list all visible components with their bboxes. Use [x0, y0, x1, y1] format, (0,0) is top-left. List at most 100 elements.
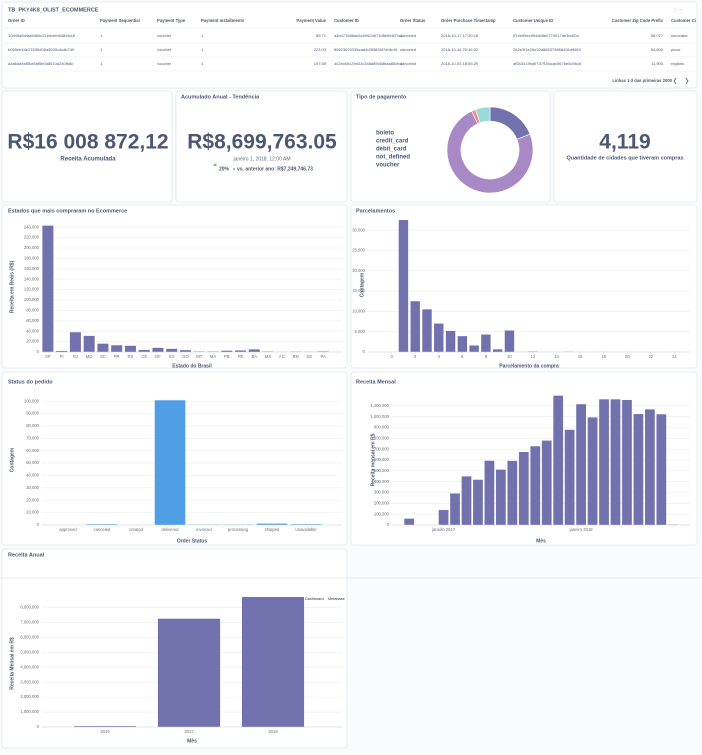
x-axis-label: Order Status	[177, 538, 208, 544]
bar	[473, 479, 483, 525]
table-cell: af543419ba973793f4cac5676e5c96cb	[513, 61, 582, 66]
y-tick-label: 20,000	[26, 339, 39, 344]
bar	[461, 476, 472, 525]
table-cell: voucher	[157, 61, 172, 66]
x-tick-label: PA	[320, 354, 325, 359]
trend-value: R$8,699,763.05	[187, 131, 337, 154]
bar	[484, 460, 495, 525]
y-tick-label: 5,000	[355, 329, 366, 334]
x-axis-label: Estado do Brasil	[172, 363, 212, 369]
y-axis-label: Contagem	[9, 447, 15, 472]
x-tick-label: RJ	[73, 354, 78, 359]
bar	[235, 350, 247, 352]
x-tick-label: PR	[114, 354, 120, 359]
table-cell: 2018-10-03 18:55:29	[441, 61, 479, 66]
table-cell: 1	[201, 61, 204, 66]
y-tick-label: 7,000,000	[20, 620, 39, 625]
x-tick-label: 4	[438, 354, 441, 359]
y-tick-label: 120,000	[24, 287, 40, 292]
bar	[241, 597, 305, 727]
kpi-card	[553, 90, 698, 203]
x-tick-label: 6	[461, 354, 464, 359]
x-tick-label: MT	[196, 354, 202, 359]
table-cell: 87eb99ec994db8b0774917de3cd01c	[513, 33, 579, 38]
y-tick-label: 900,000	[374, 425, 390, 430]
bar	[496, 469, 506, 525]
y-tick-label: 40,000	[26, 328, 39, 333]
x-tick-label: janeiro 2017	[431, 527, 456, 532]
y-axis-label: Contagem	[359, 272, 365, 297]
table-cell: 2018-10-16 20:16:02	[441, 47, 479, 52]
trend-title: Acumulado Anual - Tendência	[181, 94, 260, 100]
bar	[166, 348, 178, 352]
y-tick-label: 800,000	[374, 435, 390, 440]
x-tick-label: MS	[265, 354, 271, 359]
chart-title: Receita Anual	[8, 552, 45, 558]
y-tick-label: 300,000	[374, 490, 390, 495]
menu-dots[interactable]: ⋮ ⋯	[673, 7, 683, 12]
y-tick-label: 10,000	[26, 510, 39, 515]
bar	[457, 336, 468, 352]
y-tick-label: 0	[37, 349, 40, 354]
table-cell: 85623620335ead4d3f3826f7d9fc49	[334, 47, 398, 52]
x-axis-label: Mês	[187, 738, 197, 744]
table-cell: b059ee4de27830d05a3030c4cdb740	[8, 47, 75, 52]
bar	[317, 351, 329, 352]
bar	[469, 345, 479, 352]
bar	[111, 345, 123, 352]
table-cell: 58,077	[651, 33, 664, 38]
legend-label: not_defined	[376, 155, 410, 161]
table-cell: 1	[201, 47, 204, 52]
y-tick-label: 500,000	[374, 468, 390, 473]
chart-title: Estados que mais compraram no Ecommerce	[8, 208, 127, 214]
y-tick-label: 0	[37, 724, 40, 729]
x-tick-label: created	[129, 527, 144, 532]
y-tick-label: 140,000	[24, 276, 40, 281]
bar	[564, 429, 575, 525]
y-tick-label: 50,000	[26, 460, 39, 465]
y-axis-label: Receita Mensal em R$	[9, 637, 15, 690]
bar	[290, 524, 322, 525]
table-cell: picos	[671, 47, 680, 52]
tab[interactable]: Dashboard	[305, 597, 324, 601]
table-cell: 223.03	[314, 47, 327, 52]
y-tick-label: 200,000	[374, 500, 390, 505]
table-cell: 1	[100, 61, 103, 66]
x-tick-label: AC	[279, 354, 285, 359]
tab[interactable]: Metabase	[328, 597, 345, 601]
table-cell: 197.55	[314, 61, 327, 66]
table-cell: 1	[201, 33, 204, 38]
column-header: Payment Sequential	[100, 18, 140, 23]
bar	[404, 518, 415, 525]
table-cell: a4b471586ab6c0062d673d5e94837a1	[334, 33, 404, 38]
y-tick-label: 100,000	[24, 297, 40, 302]
separator	[233, 168, 235, 170]
bar	[42, 225, 54, 352]
y-tick-label: 0	[363, 349, 366, 354]
bar	[450, 493, 460, 525]
column-header: Customer Unique ID	[513, 18, 553, 23]
y-tick-label: 100,000	[24, 398, 40, 403]
y-tick-label: 5,000,000	[20, 649, 39, 654]
x-tick-label: 16	[578, 354, 583, 359]
table-cell: 89.71	[316, 33, 327, 38]
bar	[157, 618, 221, 727]
column-header: Customer Zip Code Prefix	[612, 18, 664, 23]
table-footer: Linhas 1-3 das primeiras 2000	[612, 78, 672, 83]
bar	[599, 399, 609, 525]
y-tick-label: 90,000	[26, 411, 39, 416]
y-tick-label: 200,000	[24, 245, 40, 250]
column-header: Payment Type	[157, 18, 186, 23]
kpi-value: 4,119	[599, 131, 650, 154]
y-tick-label: 8,000,000	[20, 605, 39, 610]
table-cell: voucher	[157, 33, 172, 38]
y-tick-label: 3,000,000	[20, 679, 39, 684]
bar	[410, 301, 420, 352]
y-tick-label: 80,000	[26, 308, 39, 313]
pager-arrows[interactable]	[673, 77, 689, 85]
kpi-value: R$16 008 872,12	[7, 131, 168, 154]
table-cell: registro	[671, 61, 685, 66]
x-tick-label: PI	[60, 354, 64, 359]
table-cell: 11,900	[651, 61, 664, 66]
y-tick-label: 30,000	[352, 227, 365, 232]
